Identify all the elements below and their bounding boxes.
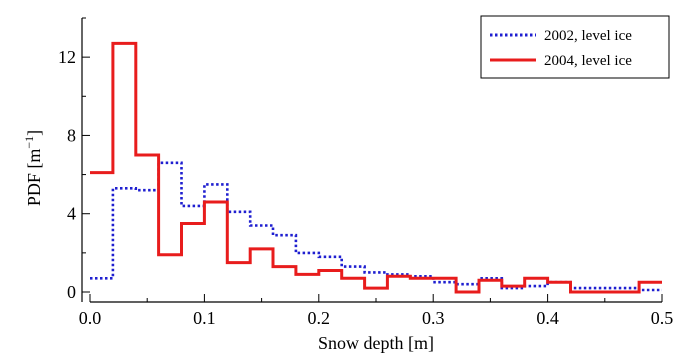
y-tick-label: 8 bbox=[67, 125, 76, 145]
series-line-2004 bbox=[90, 41, 662, 294]
x-tick-label: 0.1 bbox=[193, 308, 216, 328]
legend-label-2002: 2002, level ice bbox=[544, 28, 632, 44]
y-axis-title: PDF [m−1] bbox=[22, 130, 44, 206]
y-axis-title-exponent: −1 bbox=[22, 136, 36, 149]
legend-label-2004: 2004, level ice bbox=[544, 53, 632, 69]
x-tick-label: 0.0 bbox=[79, 308, 102, 328]
y-tick-label: 12 bbox=[58, 47, 76, 67]
y-tick-label: 0 bbox=[67, 282, 76, 302]
legend-box bbox=[480, 15, 670, 79]
series-layer bbox=[90, 41, 662, 294]
x-axis-title: Snow depth [m] bbox=[318, 333, 434, 353]
y-axis-title-main: PDF [m bbox=[24, 149, 44, 207]
x-tick-label: 0.4 bbox=[536, 308, 559, 328]
y-axis-title-close: ] bbox=[24, 130, 44, 136]
series-line-2002 bbox=[90, 161, 662, 292]
ticks-layer: 0 4 8 12 0.0 0.1 0.2 0.3 0.4 0.5 bbox=[58, 17, 674, 328]
x-tick-label: 0.5 bbox=[651, 308, 674, 328]
legend: 2002, level ice 2004, level ice bbox=[480, 15, 670, 79]
y-tick-label: 4 bbox=[67, 204, 76, 224]
x-tick-label: 0.3 bbox=[422, 308, 445, 328]
x-tick-label: 0.2 bbox=[308, 308, 331, 328]
